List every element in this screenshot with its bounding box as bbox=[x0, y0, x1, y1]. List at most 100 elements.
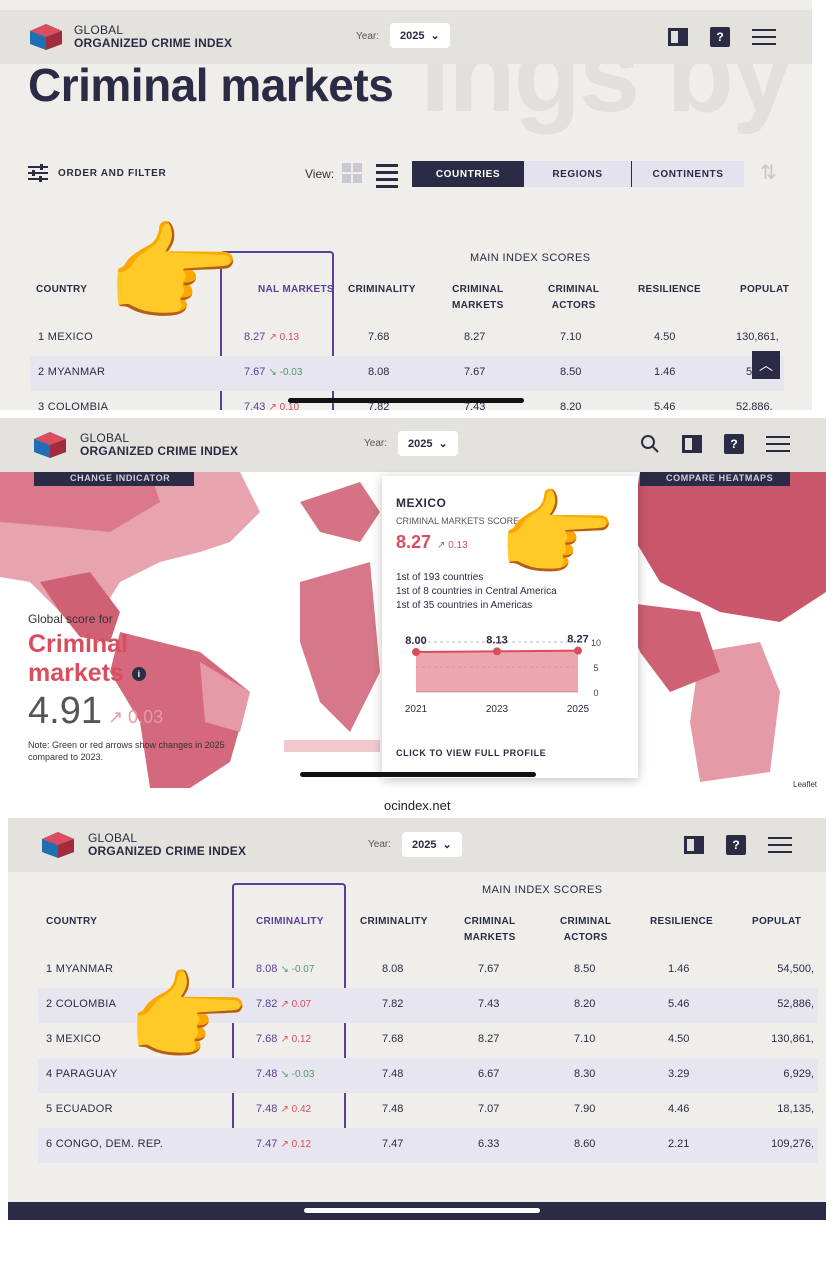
help-icon[interactable]: ? bbox=[710, 27, 730, 47]
score: 7.48 bbox=[256, 1068, 278, 1080]
col-highlight[interactable]: NAL MARKETS bbox=[258, 284, 334, 295]
help-icon[interactable]: ? bbox=[724, 434, 744, 454]
screenshot-3: GLOBAL ORGANIZED CRIME INDEX Year: 2025 ⌄ … bbox=[8, 818, 826, 1220]
country-popup[interactable]: MEXICO CRIMINAL MARKETS SCORE 8.27 ↗ 0.1… bbox=[382, 476, 638, 778]
table-row[interactable]: 1 MYANMAR 8.08 ↘ -0.07 8.08 7.67 8.50 1.46 54,… bbox=[38, 953, 818, 988]
resilience: 4.50 bbox=[668, 1033, 690, 1045]
country-name: 4 PARAGUAY bbox=[46, 1068, 118, 1080]
trend-chart[interactable]: 8.00 2021 8.13 2023 8.27 2025 10 5 0 bbox=[382, 616, 638, 726]
col-resilience[interactable]: RESILIENCE bbox=[638, 284, 702, 295]
popup-score: 8.27 bbox=[396, 532, 432, 552]
col-criminal-actors[interactable]: CRIMINAL ACTORS bbox=[548, 282, 599, 314]
tab-regions[interactable]: REGIONS bbox=[524, 161, 632, 187]
list-view-icon[interactable] bbox=[376, 164, 398, 188]
table-row[interactable]: 6 CONGO, DEM. REP. 7.47 ↗ 0.12 7.47 6.33 8.6… bbox=[38, 1128, 818, 1163]
home-indicator bbox=[304, 1208, 540, 1213]
resilience: 1.46 bbox=[654, 366, 676, 378]
x-tick-label: 2025 bbox=[567, 704, 590, 715]
col-criminal-markets-l1: CRIMINAL bbox=[464, 916, 516, 927]
col-criminal-actors[interactable]: CRIMINAL ACTORS bbox=[560, 914, 611, 946]
order-filter-button[interactable]: ORDER AND FILTER bbox=[28, 164, 166, 182]
score: 7.47 bbox=[256, 1138, 278, 1150]
criminal-actors: 8.50 bbox=[560, 366, 582, 378]
logo[interactable]: GLOBAL ORGANIZED CRIME INDEX bbox=[32, 430, 238, 460]
population: 54,500, bbox=[777, 963, 814, 975]
grid-view-icon[interactable] bbox=[342, 163, 362, 183]
page-title: Criminal markets bbox=[28, 59, 394, 111]
col-criminality[interactable]: CRIMINALITY bbox=[348, 284, 416, 295]
year-select[interactable]: 2025 ⌄ bbox=[402, 832, 462, 857]
table-row[interactable]: 1 MEXICO 8.27 ↗ 0.13 7.68 8.27 7.10 4.50… bbox=[30, 321, 784, 356]
top-header: GLOBAL ORGANIZED CRIME INDEX Year: 2025 ⌄ … bbox=[8, 818, 826, 872]
table-row[interactable]: 5 ECUADOR 7.48 ↗ 0.42 7.48 7.07 7.90 4.46 18,1… bbox=[38, 1093, 818, 1128]
leaflet-attribution[interactable]: Leaflet bbox=[793, 780, 818, 788]
col-population[interactable]: POPULAT bbox=[752, 916, 802, 927]
change-indicator-label: CHANGE INDICATOR bbox=[70, 473, 171, 483]
criminal-actors: 7.90 bbox=[574, 1103, 596, 1115]
view-profile-link[interactable]: CLICK TO VIEW FULL PROFILE bbox=[396, 748, 547, 758]
highlight-value: 7.68 ↗ 0.12 bbox=[256, 1033, 311, 1045]
logo-line2: ORGANIZED CRIME INDEX bbox=[88, 844, 247, 858]
logo-line2: ORGANIZED CRIME INDEX bbox=[80, 444, 239, 458]
change-up: ↗ 0.12 bbox=[280, 1034, 312, 1045]
criminal-markets: 7.07 bbox=[478, 1103, 500, 1115]
col-criminal-markets[interactable]: CRIMINAL MARKETS bbox=[452, 282, 504, 314]
criminal-markets: 8.27 bbox=[464, 331, 486, 343]
col-criminal-markets-l1: CRIMINAL bbox=[452, 284, 504, 295]
population: 5 bbox=[746, 366, 753, 378]
sort-icon[interactable]: ⇅ bbox=[760, 162, 777, 184]
table-row[interactable]: 3 COLOMBIA 7.43 ↗ 0.10 7.82 7.43 8.20 5.… bbox=[30, 391, 784, 410]
book-icon[interactable] bbox=[668, 28, 688, 46]
col-criminal-markets[interactable]: CRIMINAL MARKETS bbox=[464, 914, 516, 946]
population: 130,861, bbox=[736, 331, 779, 343]
population: 6,929, bbox=[783, 1068, 814, 1080]
data-label: 8.27 bbox=[567, 634, 588, 646]
year-select[interactable]: 2025 ⌄ bbox=[398, 431, 458, 456]
change-indicator-button[interactable]: CHANGE INDICATOR bbox=[34, 472, 194, 486]
table-row[interactable]: 2 MYANMAR 7.67 ↘ -0.03 8.08 7.67 8.50 1.… bbox=[30, 356, 784, 391]
scroll-to-top-button[interactable]: ︿ bbox=[752, 351, 780, 379]
col-country[interactable]: COUNTRY bbox=[36, 284, 88, 295]
year-label: Year: bbox=[356, 31, 379, 42]
menu-icon[interactable] bbox=[752, 29, 776, 45]
menu-icon[interactable] bbox=[766, 436, 790, 452]
tab-countries[interactable]: COUNTRIES bbox=[412, 161, 524, 187]
change-up: ↗ 0.07 bbox=[280, 999, 312, 1010]
year-label: Year: bbox=[368, 839, 391, 850]
col-resilience[interactable]: RESILIENCE bbox=[650, 916, 714, 927]
home-indicator bbox=[288, 398, 524, 403]
col-criminality[interactable]: CRIMINALITY bbox=[360, 916, 428, 927]
year-select[interactable]: 2025 ⌄ bbox=[390, 23, 450, 48]
book-icon[interactable] bbox=[682, 435, 702, 453]
book-icon[interactable] bbox=[684, 836, 704, 854]
col-criminal-actors-l2: ACTORS bbox=[563, 932, 608, 943]
logo[interactable]: GLOBAL ORGANIZED CRIME INDEX bbox=[40, 830, 246, 860]
table-row[interactable]: 3 MEXICO 7.68 ↗ 0.12 7.68 8.27 7.10 4.50 130,8… bbox=[38, 1023, 818, 1058]
col-highlight[interactable]: CRIMINALITY bbox=[256, 916, 324, 927]
sliders-icon bbox=[28, 164, 48, 182]
search-icon[interactable] bbox=[640, 434, 660, 454]
year-value: 2025 bbox=[400, 29, 425, 42]
criminal-actors: 8.20 bbox=[560, 401, 582, 410]
menu-icon[interactable] bbox=[768, 837, 792, 853]
chevron-down-icon: ⌄ bbox=[438, 438, 448, 450]
info-icon[interactable]: i bbox=[131, 666, 146, 681]
highlight-column bbox=[220, 251, 334, 410]
screenshot-1: ings by GLOBAL ORGANIZED CRIME INDEX Year… bbox=[0, 0, 812, 410]
table-row[interactable]: 4 PARAGUAY 7.48 ↘ -0.03 7.48 6.67 8.30 3.29 6,… bbox=[38, 1058, 818, 1093]
tab-continents[interactable]: CONTINENTS bbox=[652, 168, 724, 180]
global-score-change: ↗ 0.03 bbox=[107, 707, 164, 727]
population: 130,861, bbox=[771, 1033, 814, 1045]
url-caption: ocindex.net bbox=[384, 798, 451, 813]
compare-heatmaps-button[interactable]: COMPARE HEATMAPS bbox=[640, 472, 790, 486]
help-icon[interactable]: ? bbox=[726, 835, 746, 855]
col-population[interactable]: POPULAT bbox=[740, 284, 790, 295]
table-row[interactable]: 2 COLOMBIA 7.82 ↗ 0.07 7.82 7.43 8.20 5.46 52,… bbox=[38, 988, 818, 1023]
resilience: 5.46 bbox=[654, 401, 676, 410]
resilience: 3.29 bbox=[668, 1068, 690, 1080]
data-label: 8.00 bbox=[405, 635, 426, 647]
logo[interactable]: GLOBAL ORGANIZED CRIME INDEX bbox=[28, 22, 232, 52]
x-tick-label: 2021 bbox=[405, 704, 428, 715]
col-country[interactable]: COUNTRY bbox=[46, 916, 98, 927]
criminal-markets: 7.67 bbox=[478, 963, 500, 975]
